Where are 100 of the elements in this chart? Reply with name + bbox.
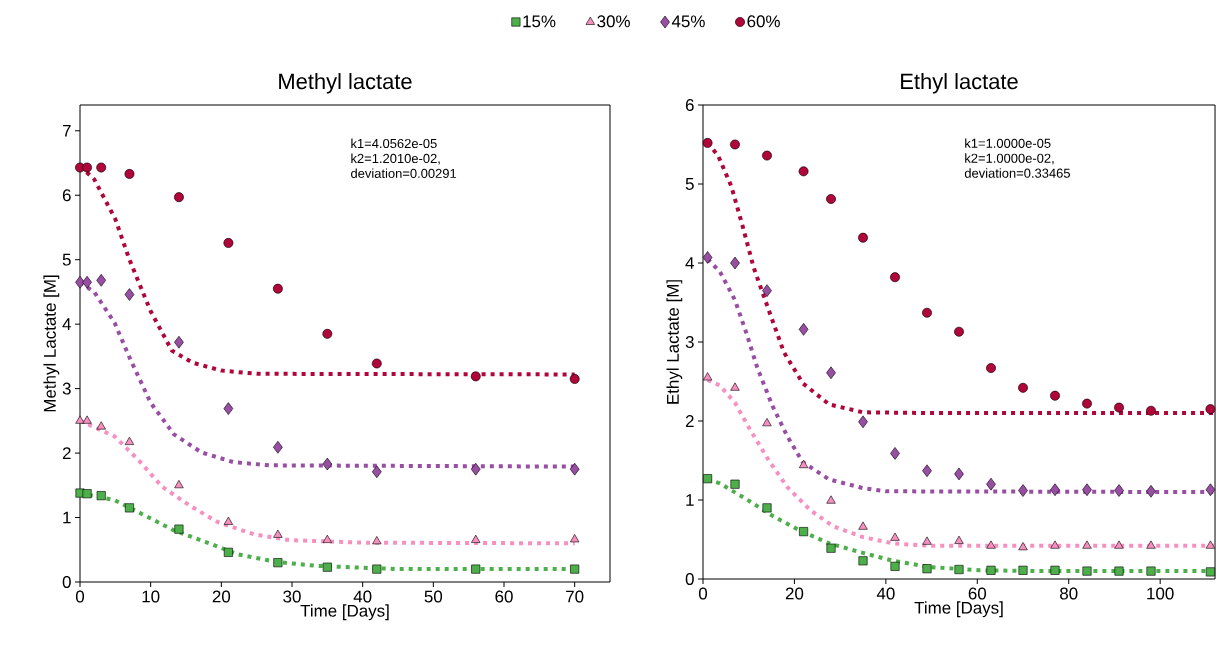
point (858, 521, 868, 530)
annotation: k2=1.0000e-02, (965, 153, 1054, 165)
point (1146, 485, 1156, 498)
point (890, 561, 900, 571)
point (96, 421, 106, 430)
point (1205, 404, 1216, 415)
point (762, 418, 772, 427)
y-tick-label: 6 (685, 99, 694, 111)
point (922, 307, 932, 318)
y-tick-label: 5 (62, 253, 71, 266)
point (570, 564, 580, 574)
point (826, 543, 836, 553)
y-tick-label: 0 (62, 576, 71, 588)
point (322, 457, 333, 471)
annotation: deviation=0.00291 (351, 168, 457, 178)
x-tick-label: 0 (698, 587, 708, 600)
y-axis-title: Methyl Lactate [M] (43, 275, 60, 412)
point (1018, 565, 1028, 575)
point (273, 529, 283, 538)
point (372, 536, 382, 545)
point (273, 440, 283, 454)
point (730, 256, 740, 270)
point (922, 564, 932, 574)
point (96, 274, 106, 287)
point (372, 465, 382, 479)
x-tick-label: 20 (785, 587, 804, 600)
point (702, 372, 713, 381)
chart-title: Methyl lactate (279, 73, 412, 94)
point (954, 326, 964, 337)
point (762, 150, 772, 161)
point (1050, 540, 1060, 549)
point (272, 283, 283, 294)
x-tick-label: 50 (424, 590, 443, 603)
y-tick-label: 2 (62, 447, 71, 459)
point (702, 138, 713, 148)
point (223, 238, 234, 248)
point (223, 547, 233, 557)
legend-label: 30% (597, 15, 630, 28)
point (858, 415, 868, 429)
point (798, 323, 809, 336)
y-tick-label: 6 (62, 189, 71, 202)
y-tick-label: 1 (63, 511, 71, 524)
point (1205, 540, 1216, 549)
point (322, 328, 333, 339)
x-tick-label: 30 (283, 590, 301, 603)
point (223, 402, 234, 415)
point (922, 536, 932, 545)
x-tick-label: 60 (495, 590, 513, 603)
point (223, 516, 234, 525)
point (954, 565, 964, 575)
y-tick-label: 4 (685, 257, 694, 269)
x-axis-title: Time [Days] (914, 601, 1003, 618)
point (174, 480, 184, 489)
point (82, 415, 92, 424)
point (124, 503, 134, 513)
x-tick-label: 40 (876, 587, 895, 600)
point (890, 272, 900, 283)
point (1018, 484, 1028, 497)
annotation: k1=1.0000e-05 (965, 138, 1051, 148)
point (858, 232, 868, 243)
y-tick-label: 0 (685, 573, 694, 585)
point (890, 532, 900, 541)
point (322, 562, 332, 572)
point (890, 447, 900, 460)
point (799, 527, 809, 537)
point (954, 467, 964, 481)
point (986, 363, 996, 373)
annotation: k1=4.0562e-05 (351, 138, 437, 149)
point (1114, 402, 1124, 413)
point (1082, 566, 1092, 576)
point (96, 162, 107, 173)
point (471, 534, 481, 543)
point (1082, 398, 1092, 409)
point (703, 474, 713, 484)
point (174, 335, 184, 349)
point (470, 462, 481, 476)
x-tick-label: 60 (968, 587, 987, 600)
annotation: k2=1.2010e-02, (351, 153, 440, 165)
y-axis-title: Ethyl Lactate [M] (666, 280, 683, 404)
point (372, 564, 382, 574)
point (96, 491, 106, 501)
point (570, 534, 580, 543)
legend-label: 60% (747, 15, 780, 28)
point (470, 371, 481, 382)
point (986, 540, 996, 549)
point (82, 275, 92, 289)
y-tick-label: 7 (62, 124, 71, 137)
point (75, 415, 85, 424)
x-tick-label: 40 (353, 590, 372, 603)
point (954, 535, 964, 544)
x-tick-label: 20 (212, 590, 231, 603)
point (922, 464, 932, 478)
y-tick-label: 4 (62, 318, 71, 330)
point (798, 459, 809, 469)
point (1050, 390, 1060, 401)
point (569, 462, 580, 476)
point (826, 366, 836, 380)
point (1114, 566, 1124, 576)
x-tick-label: 100 (1147, 587, 1174, 600)
point (1114, 540, 1124, 549)
